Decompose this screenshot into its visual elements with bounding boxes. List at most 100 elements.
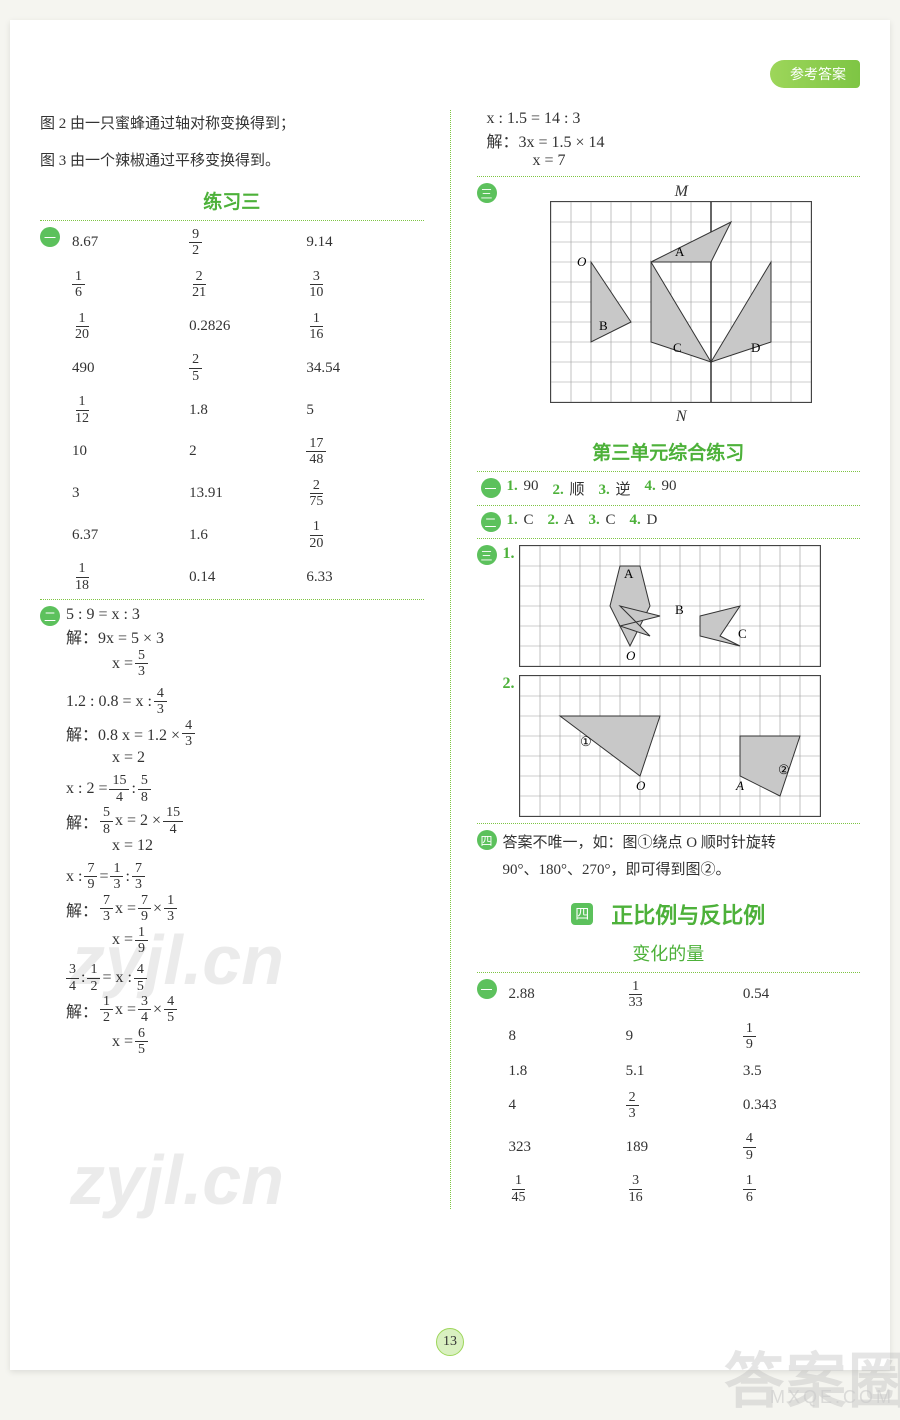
answer-item: 1. C bbox=[507, 512, 534, 529]
label-M: M bbox=[503, 183, 861, 201]
answer-item: 1. 90 bbox=[507, 478, 539, 499]
watermark-url: MXQE.COM bbox=[770, 1387, 894, 1408]
grid-cell: 0.54 bbox=[743, 986, 860, 1003]
rule bbox=[40, 599, 424, 600]
equation-line: x : 1.5 = 14 : 3 bbox=[487, 110, 861, 128]
circle-q1-icon: 一 bbox=[481, 478, 501, 498]
equation-line: 解：9x = 5 × 3 bbox=[66, 624, 424, 648]
circle-one-icon: 一 bbox=[40, 227, 60, 247]
svg-text:O: O bbox=[636, 778, 646, 793]
equation-line: x = 7 bbox=[487, 152, 861, 170]
equation-line: x : 79 = 13 : 73 bbox=[66, 861, 424, 893]
grid-cell: 1.8 bbox=[189, 402, 306, 419]
grid-cell: 118 bbox=[72, 561, 189, 593]
q4-text-b: 90°、180°、270°，即可得到图②。 bbox=[503, 862, 731, 878]
grid-cell: 34.54 bbox=[306, 360, 423, 377]
grid-cell: 8 bbox=[509, 1028, 626, 1045]
svg-text:D: D bbox=[751, 340, 760, 355]
grid-cell: 25 bbox=[189, 352, 306, 384]
figure-3: ①②OA bbox=[519, 675, 821, 817]
grid-cell: 275 bbox=[306, 478, 423, 510]
q1-row: 一 1. 902. 顺3. 逆4. 90 bbox=[477, 478, 861, 499]
intro-line-2: 图 3 由一个辣椒通过平移变换得到。 bbox=[40, 147, 424, 176]
fig1-row: 三 M ABCDO N bbox=[477, 183, 861, 426]
circle-three-icon: 三 bbox=[477, 183, 497, 203]
equations-block: 5 : 9 = x : 3解：9x = 5 × 3x = 531.2 : 0.8… bbox=[66, 606, 424, 1058]
grid-cell: 0.343 bbox=[743, 1097, 860, 1114]
rule bbox=[477, 176, 861, 177]
rule bbox=[477, 471, 861, 472]
grid-cell: 10 bbox=[72, 443, 189, 460]
circle-q4-icon: 四 bbox=[477, 830, 497, 850]
q3-num1: 1. bbox=[503, 545, 515, 563]
grid-cell: 120 bbox=[72, 311, 189, 343]
grid-cell: 9 bbox=[626, 1028, 743, 1045]
page: 参考答案 图 2 由一只蜜蜂通过轴对称变换得到； 图 3 由一个辣椒通过平移变换… bbox=[10, 20, 890, 1370]
equation-line: x = 19 bbox=[66, 925, 424, 957]
figure-2: ABCO bbox=[519, 545, 821, 667]
equation-line: 解：73 x = 79 × 13 bbox=[66, 893, 424, 925]
grid-cell: 5.1 bbox=[626, 1063, 743, 1080]
grid-cell: 16 bbox=[743, 1173, 860, 1205]
rule bbox=[477, 972, 861, 973]
block-one: 一 8.67929.14162213101200.28261164902534.… bbox=[40, 227, 424, 593]
column-divider bbox=[450, 110, 451, 1209]
grid-cell: 0.14 bbox=[189, 569, 306, 586]
section-title-lx3: 练习三 bbox=[40, 187, 424, 214]
grid-cell: 490 bbox=[72, 360, 189, 377]
right-column: x : 1.5 = 14 : 3解：3x = 1.5 × 14x = 7 三 M… bbox=[477, 110, 861, 1209]
answer-item: 4. 90 bbox=[645, 478, 677, 499]
svg-text:A: A bbox=[735, 778, 744, 793]
answer-item: 3. C bbox=[589, 512, 616, 529]
header-tag: 参考答案 bbox=[770, 60, 860, 88]
circle-two-icon: 二 bbox=[40, 606, 60, 626]
grid-cell: 221 bbox=[189, 269, 306, 301]
q1-answers: 1. 902. 顺3. 逆4. 90 bbox=[507, 478, 677, 499]
equation-line: 1.2 : 0.8 = x : 43 bbox=[66, 686, 424, 718]
columns: 图 2 由一只蜜蜂通过轴对称变换得到； 图 3 由一个辣椒通过平移变换得到。 练… bbox=[40, 110, 860, 1209]
rule bbox=[477, 538, 861, 539]
grid-cell: 1.6 bbox=[189, 527, 306, 544]
unit3-title: 第三单元综合练习 bbox=[477, 438, 861, 465]
svg-text:A: A bbox=[675, 244, 685, 259]
left-column: 图 2 由一只蜜蜂通过轴对称变换得到； 图 3 由一个辣椒通过平移变换得到。 练… bbox=[40, 110, 424, 1209]
grid-cell: 1748 bbox=[306, 436, 423, 468]
figure-1: ABCDO bbox=[550, 201, 812, 403]
equation-line: x = 53 bbox=[66, 648, 424, 680]
grid-cell: 49 bbox=[743, 1131, 860, 1163]
answer-item: 2. A bbox=[548, 512, 575, 529]
grid-cell: 16 bbox=[72, 269, 189, 301]
intro-line-1: 图 2 由一只蜜蜂通过轴对称变换得到； bbox=[40, 110, 424, 139]
grid-cell: 2 bbox=[189, 443, 306, 460]
answer-item: 2. 顺 bbox=[553, 478, 585, 499]
sub-title: 变化的量 bbox=[477, 940, 861, 966]
answer-item: 4. D bbox=[630, 512, 658, 529]
circle-q3-icon: 三 bbox=[477, 545, 497, 565]
svg-text:①: ① bbox=[580, 734, 592, 749]
grid-cell: 6.37 bbox=[72, 527, 189, 544]
block-two: 二 5 : 9 = x : 3解：9x = 5 × 3x = 531.2 : 0… bbox=[40, 606, 424, 1058]
rule bbox=[477, 505, 861, 506]
grid-cell: 3 bbox=[72, 485, 189, 502]
grid-cell: 92 bbox=[189, 227, 306, 259]
grid-cell: 189 bbox=[626, 1139, 743, 1156]
grid-cell: 3.5 bbox=[743, 1063, 860, 1080]
equation-line: 解：0.8 x = 1.2 × 43 bbox=[66, 718, 424, 750]
equation-line: 34 : 12 = x : 45 bbox=[66, 962, 424, 994]
svg-text:A: A bbox=[624, 566, 634, 581]
square-four-icon: 四 bbox=[571, 903, 593, 925]
grid-cell: 0.2826 bbox=[189, 318, 306, 335]
circle-g2-icon: 一 bbox=[477, 979, 497, 999]
grid-cell: 13.91 bbox=[189, 485, 306, 502]
rule bbox=[477, 823, 861, 824]
grid-cell: 1.8 bbox=[509, 1063, 626, 1080]
q3-num2: 2. bbox=[503, 675, 515, 693]
q4-row: 四 答案不唯一，如：图①绕点 O 顺时针旋转 90°、180°、270°，即可得… bbox=[477, 830, 861, 884]
equation-line: x = 65 bbox=[66, 1026, 424, 1058]
answer-grid-1: 8.67929.14162213101200.28261164902534.54… bbox=[66, 227, 424, 593]
equation-line: 解：58 x = 2 × 154 bbox=[66, 805, 424, 837]
answer-grid-2: 2.881330.5489191.85.13.54230.34332318949… bbox=[503, 979, 861, 1205]
grid-cell: 323 bbox=[509, 1139, 626, 1156]
svg-text:O: O bbox=[577, 254, 587, 269]
grid-cell: 9.14 bbox=[306, 234, 423, 251]
